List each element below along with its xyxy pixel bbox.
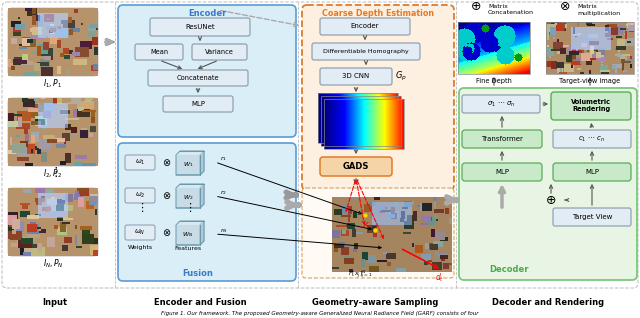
Text: Variance: Variance [205,49,234,55]
FancyBboxPatch shape [312,43,420,60]
Bar [321,96,401,146]
FancyBboxPatch shape [148,70,248,86]
FancyBboxPatch shape [125,225,155,240]
Bar [318,93,398,143]
Polygon shape [200,184,204,208]
Text: Fine Depth: Fine Depth [476,78,512,84]
FancyBboxPatch shape [176,225,200,245]
FancyBboxPatch shape [176,155,200,175]
FancyBboxPatch shape [320,68,392,85]
FancyBboxPatch shape [176,188,200,208]
Text: Decoder: Decoder [489,266,529,274]
Text: Features: Features [175,245,202,251]
Text: $\vdots$: $\vdots$ [136,202,144,215]
Text: $I_1, P_1$: $I_1, P_1$ [44,78,63,90]
FancyBboxPatch shape [462,163,542,181]
Text: $r_2$: $r_2$ [220,189,227,197]
Text: MLP: MLP [191,101,205,107]
Polygon shape [200,221,204,245]
FancyBboxPatch shape [320,18,410,35]
Text: $c_1\ \cdots\ c_n$: $c_1\ \cdots\ c_n$ [579,135,605,144]
Text: Encoder: Encoder [188,10,226,18]
Polygon shape [176,151,204,155]
Text: Weights: Weights [127,245,152,251]
FancyBboxPatch shape [8,188,98,256]
Text: $\otimes$: $\otimes$ [559,0,571,12]
Text: Encoder: Encoder [351,24,380,30]
FancyBboxPatch shape [8,8,98,76]
Text: Figure 1. Our framework. The proposed Geometry-aware Generalized Neural Radiance: Figure 1. Our framework. The proposed Ge… [161,311,479,316]
Text: $\vdots$: $\vdots$ [184,201,192,213]
FancyBboxPatch shape [462,95,540,113]
Text: $F[x_j]_{j=1}^N$: $F[x_j]_{j=1}^N$ [348,269,372,281]
Text: Target-view image: Target-view image [559,78,621,84]
Bar [546,22,634,74]
Text: $\oplus$: $\oplus$ [470,0,482,12]
Text: $I_2, P_2$: $I_2, P_2$ [44,168,63,180]
Text: Concatenate: Concatenate [177,75,220,81]
Text: GADS: GADS [343,162,369,171]
FancyBboxPatch shape [192,44,247,60]
Text: $\sigma_1\ \cdots\ \sigma_n$: $\sigma_1\ \cdots\ \sigma_n$ [487,100,515,109]
FancyBboxPatch shape [553,163,631,181]
Text: Mean: Mean [150,49,168,55]
Bar [458,22,530,74]
FancyBboxPatch shape [320,157,392,176]
Text: $\oplus$: $\oplus$ [545,193,557,206]
Text: MLP: MLP [585,169,599,175]
FancyBboxPatch shape [302,5,454,190]
Bar [324,99,404,149]
Text: Matrix: Matrix [488,3,508,9]
Text: $r_1$: $r_1$ [220,155,227,163]
FancyBboxPatch shape [150,18,250,36]
Text: $d_t$: $d_t$ [435,272,445,284]
Text: $W_1$: $W_1$ [183,161,193,169]
Text: Target View: Target View [572,214,612,220]
Text: Differentiable Homography: Differentiable Homography [323,49,409,54]
Text: Geometry-aware Sampling: Geometry-aware Sampling [312,298,438,307]
FancyBboxPatch shape [551,92,631,120]
Text: ResUNet: ResUNet [185,24,215,30]
Text: $\omega_2$: $\omega_2$ [135,191,145,200]
FancyBboxPatch shape [459,88,637,280]
Text: $\times$: $\times$ [360,220,370,230]
FancyBboxPatch shape [553,130,631,148]
FancyBboxPatch shape [302,188,454,278]
Text: $\otimes$: $\otimes$ [163,157,172,168]
Polygon shape [176,184,204,188]
Text: $I_N, P_N$: $I_N, P_N$ [43,258,63,270]
FancyBboxPatch shape [118,143,296,281]
Text: $W_2$: $W_2$ [183,194,193,203]
Text: $r_N$: $r_N$ [220,226,228,235]
Text: $\otimes$: $\otimes$ [163,190,172,201]
FancyBboxPatch shape [462,130,542,148]
FancyBboxPatch shape [125,188,155,203]
Text: MLP: MLP [495,169,509,175]
Text: Input: Input [42,298,68,307]
FancyBboxPatch shape [118,5,296,137]
Text: $\otimes$: $\otimes$ [163,227,172,238]
Polygon shape [176,221,204,225]
FancyBboxPatch shape [8,98,98,166]
Text: Encoder and Fusion: Encoder and Fusion [154,298,246,307]
FancyBboxPatch shape [553,208,631,226]
Text: $\vdots$: $\vdots$ [49,165,58,179]
FancyBboxPatch shape [125,155,155,170]
Text: Concatenation: Concatenation [488,10,534,16]
Text: $W_N$: $W_N$ [182,231,194,239]
Text: $\omega_N$: $\omega_N$ [134,228,146,237]
Text: $\omega_1$: $\omega_1$ [135,158,145,167]
Text: Transformer: Transformer [481,136,523,142]
FancyBboxPatch shape [135,44,183,60]
Text: Fusion: Fusion [182,269,213,279]
Text: Volumetric
Rendering: Volumetric Rendering [571,100,611,113]
Text: multiplication: multiplication [577,10,620,16]
Text: $G_p$: $G_p$ [395,70,407,83]
Text: Coarse Depth Estimation: Coarse Depth Estimation [322,10,434,18]
Text: Decoder and Rendering: Decoder and Rendering [492,298,604,307]
Polygon shape [200,151,204,175]
Text: Matrix: Matrix [577,3,597,9]
FancyBboxPatch shape [163,96,233,112]
Text: 3D CNN: 3D CNN [342,73,370,80]
